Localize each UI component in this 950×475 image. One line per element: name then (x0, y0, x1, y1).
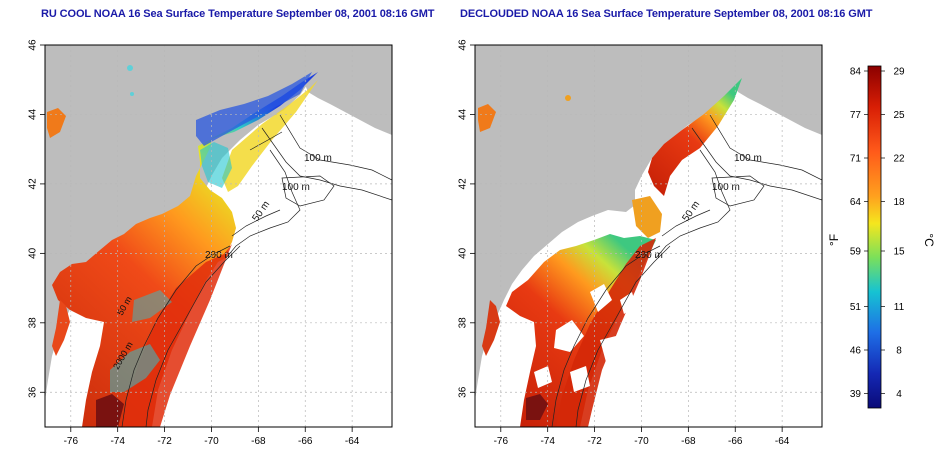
colorbar-c-label: 29 (893, 67, 905, 78)
colorbar-c-label: 11 (894, 302, 905, 313)
left-lon-tick-label: -66 (298, 436, 313, 447)
left-map-title: RU COOL NOAA 16 Sea Surface Temperature … (41, 8, 435, 20)
left-map-gulf-maine-small (47, 108, 66, 138)
right-map-cloud-mask (534, 284, 636, 392)
right-lon-tick-label: -76 (494, 436, 509, 447)
left-map-sst-upper-east (222, 80, 318, 192)
right-lat-tick-label: 42 (458, 178, 469, 190)
left-lat-tick-label: 40 (28, 247, 39, 259)
right-lat-tick-label: 46 (458, 39, 469, 51)
left-map-gridlines (45, 45, 392, 427)
colorbar-c-label: 4 (896, 389, 902, 400)
right-map-title: DECLOUDED NOAA 16 Sea Surface Temperatur… (460, 8, 873, 20)
right-lat-tick-label: 40 (458, 247, 469, 259)
right-lon-tick-label: -66 (728, 436, 743, 447)
right-lon-tick-label: -68 (681, 436, 696, 447)
left-map-frame (44, 44, 393, 428)
colorbar-c-label: 22 (893, 154, 905, 165)
left-map-land-us (45, 45, 318, 400)
colorbar-c-label: 25 (893, 110, 905, 121)
left-contour-label-100m-lower: 100 m (282, 182, 310, 193)
colorbar-celsius-unit: °C (922, 233, 936, 247)
right-lat-tick-label: 44 (458, 108, 469, 120)
left-map-sst-cold-fringe (196, 72, 312, 146)
colorbar-f-label: 46 (850, 346, 862, 357)
left-map-lake-2 (130, 92, 134, 96)
right-map: 100 m 100 m 50 m 200 m -76 -74 -72 -70 -68 -6… (458, 39, 823, 447)
colorbar-fahrenheit-unit: °F (827, 234, 841, 246)
right-lon-tick-label: -64 (775, 436, 790, 447)
right-map-land-us (475, 45, 748, 400)
colorbar-f-label: 77 (850, 110, 862, 121)
left-map-axes: -76 -74 -72 -70 -68 -66 -64 36 38 40 42 44 46 (28, 39, 360, 447)
right-map-chesapeake (482, 300, 500, 356)
colorbar-gradient (867, 65, 882, 409)
colorbar-f-label: 64 (850, 197, 862, 208)
left-map-lake-1 (127, 65, 133, 71)
right-lat-tick-label: 38 (458, 317, 469, 329)
right-lon-tick-label: -70 (634, 436, 649, 447)
right-map-lake-1 (565, 95, 571, 101)
right-map-gulf-maine-small (478, 104, 496, 132)
left-lat-tick-label: 46 (28, 39, 39, 51)
left-lat-tick-label: 36 (28, 386, 39, 398)
left-contour-label-100m-upper: 100 m (304, 153, 332, 164)
left-lon-tick-label: -72 (157, 436, 172, 447)
left-lon-tick-label: -70 (204, 436, 219, 447)
right-lat-tick-label: 36 (458, 386, 469, 398)
left-lon-tick-label: -74 (110, 436, 125, 447)
colorbar-f-label: 51 (850, 302, 862, 313)
colorbar-c-label: 18 (893, 197, 905, 208)
colorbar-c-label: 15 (893, 247, 905, 258)
left-lon-tick-label: -68 (251, 436, 266, 447)
right-map-gridlines (475, 45, 822, 427)
left-map-land-nova-scotia (304, 45, 392, 135)
colorbar-c-label: 8 (896, 346, 902, 357)
colorbar-f-label: 39 (850, 389, 862, 400)
left-map-sst-dark-south (96, 394, 124, 427)
right-map-contours (551, 114, 822, 427)
left-map-sst-cyan-patch (200, 142, 232, 188)
right-contour-label-200m: 200 m (635, 250, 663, 261)
right-map-axes: -76 -74 -72 -70 -68 -66 -64 36 38 40 42 44 46 (458, 39, 790, 447)
left-lat-tick-label: 44 (28, 108, 39, 120)
left-lat-tick-label: 38 (28, 317, 39, 329)
right-map-land-nova-scotia (734, 45, 822, 135)
right-map-frame (474, 44, 823, 428)
colorbar-f-label: 59 (850, 247, 862, 258)
left-contour-label-200m: 200 m (205, 250, 233, 261)
left-lon-tick-label: -64 (345, 436, 360, 447)
left-map: 100 m 100 m 50 m 200 m 50 m 2000 m -76 -7… (28, 39, 393, 447)
colorbar-f-label: 71 (850, 154, 862, 165)
right-contour-label-100m-lower: 100 m (712, 182, 740, 193)
left-map-contours (121, 114, 392, 427)
right-map-sst-shelf (632, 196, 662, 238)
left-map-sst-cyan-band-2 (132, 290, 172, 322)
right-lon-tick-label: -74 (540, 436, 555, 447)
left-map-sst-swath (52, 72, 318, 427)
left-lat-tick-label: 42 (28, 178, 39, 190)
right-lon-tick-label: -72 (587, 436, 602, 447)
left-map-chesapeake (52, 300, 70, 356)
right-contour-label-100m-upper: 100 m (734, 153, 762, 164)
right-map-sst-northern (648, 78, 742, 196)
colorbar-f-label: 84 (850, 67, 862, 78)
right-map-sst-dark-south (526, 394, 548, 420)
left-lon-tick-label: -76 (64, 436, 79, 447)
